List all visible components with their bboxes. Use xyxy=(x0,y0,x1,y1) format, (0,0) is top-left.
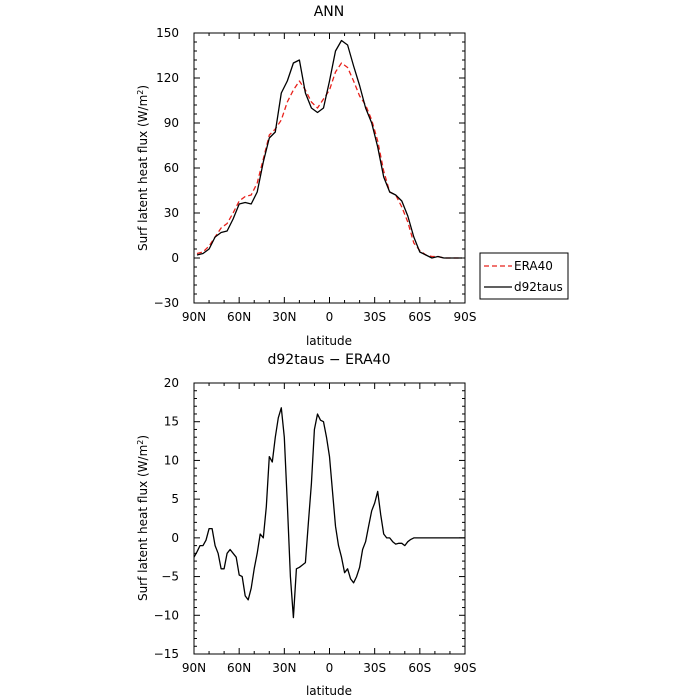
y-tick-label: 20 xyxy=(164,376,179,390)
x-tick-group: 90N 60N 30N 0 30S 60S 90S xyxy=(182,383,477,675)
y-tick-label: 150 xyxy=(156,26,179,40)
x-tick-label: 60S xyxy=(408,661,431,675)
y-axis-label-main: Surf latent heat flux (W/m xyxy=(136,445,150,601)
series-line-d92taus xyxy=(196,39,462,259)
series-group xyxy=(196,39,462,259)
x-tick-label: 0 xyxy=(326,661,334,675)
x-axis-label: latitude xyxy=(306,684,352,698)
x-tick-label: 90S xyxy=(454,310,477,324)
x-tick-label: 30S xyxy=(363,310,386,324)
y-tick-label: 120 xyxy=(156,71,179,85)
y-axis-label-superscript: 2 xyxy=(136,440,145,445)
y-tick-label: −10 xyxy=(154,608,179,622)
series-line-difference xyxy=(193,407,465,619)
legend: ERA40 d92taus xyxy=(479,252,569,300)
plot-frame xyxy=(193,382,466,655)
y-axis-label: Surf latent heat flux (W/m2) xyxy=(136,85,151,251)
x-tick-label: 90N xyxy=(182,310,206,324)
legend-label-era40: ERA40 xyxy=(514,259,553,273)
legend-label-d92taus: d92taus xyxy=(514,280,563,294)
panel-title: ANN xyxy=(314,4,345,20)
y-tick-label: 0 xyxy=(171,531,179,545)
x-tick-label: 60N xyxy=(227,661,251,675)
y-tick-label: −5 xyxy=(161,570,179,584)
series-group xyxy=(193,407,465,619)
x-tick-label: 0 xyxy=(326,310,334,324)
x-tick-label: 30N xyxy=(272,310,296,324)
y-axis-label-superscript: 2 xyxy=(136,90,145,95)
y-axis-label-close: ) xyxy=(136,435,150,440)
y-tick-label: 90 xyxy=(164,116,179,130)
x-tick-label: 30N xyxy=(272,661,296,675)
y-axis-label-main: Surf latent heat flux (W/m xyxy=(136,95,150,251)
x-tick-label: 60S xyxy=(408,310,431,324)
legend-box xyxy=(479,252,569,300)
y-tick-label: 5 xyxy=(171,492,179,506)
y-tick-label: 15 xyxy=(164,415,179,429)
y-axis-label-close: ) xyxy=(136,85,150,90)
x-axis-label: latitude xyxy=(306,334,352,348)
y-tick-label: 60 xyxy=(164,161,179,175)
y-tick-label: 10 xyxy=(164,453,179,467)
series-line-era40 xyxy=(196,62,462,259)
y-tick-group: −15 −10 −5 0 5 10 15 20 xyxy=(154,376,465,661)
y-tick-label: 0 xyxy=(171,251,179,265)
y-tick-label: −30 xyxy=(154,296,179,310)
y-tick-group: −30 0 30 60 90 120 150 xyxy=(154,26,465,310)
panel-title: d92taus − ERA40 xyxy=(268,352,391,368)
y-axis-label: Surf latent heat flux (W/m2) xyxy=(136,435,151,601)
panel-difference: d92taus − ERA40 90N 60N 30N 0 30S 60S 90S −15−… xyxy=(136,352,477,698)
x-tick-label: 90S xyxy=(454,661,477,675)
x-tick-label: 60N xyxy=(227,310,251,324)
x-tick-label: 90N xyxy=(182,661,206,675)
plot-frame xyxy=(193,32,466,304)
panel-annual-flux: ANN 90N 60N 30N 0 30S 60S 90S −30 0 30 60 90 120 150… xyxy=(136,4,569,348)
x-tick-label: 30S xyxy=(363,661,386,675)
y-tick-label: 30 xyxy=(164,206,179,220)
x-tick-group: 90N 60N 30N 0 30S 60S 90S xyxy=(182,33,477,324)
y-tick-label: −15 xyxy=(154,647,179,661)
